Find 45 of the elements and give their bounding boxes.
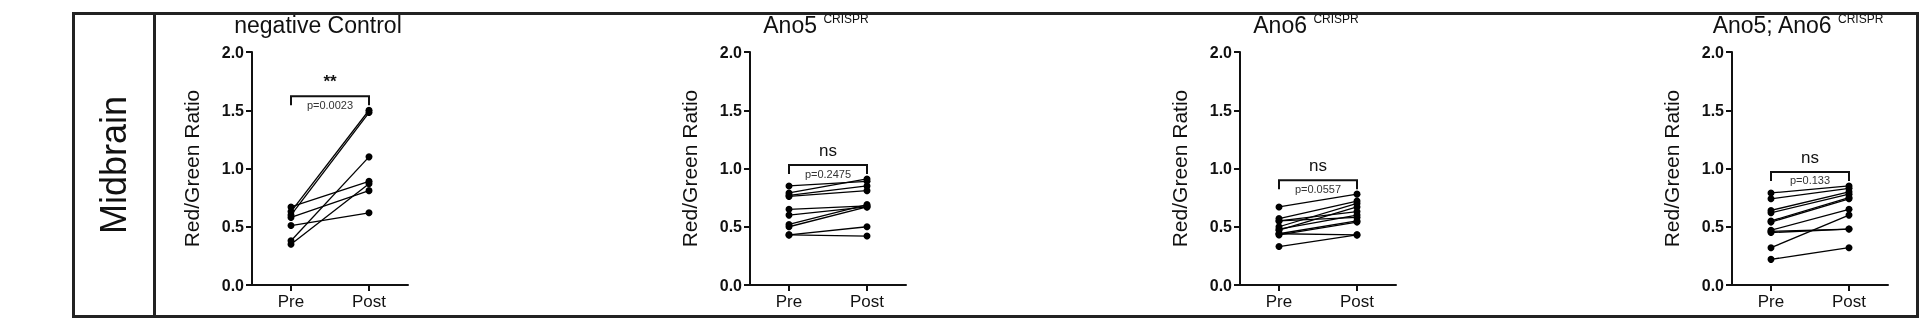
annotation: p=0.0557 [1294, 182, 1342, 195]
x-tick-label: Post [1831, 292, 1867, 311]
annotation: p=0.133 [1789, 174, 1831, 187]
annotation: p=0.2475 [804, 167, 852, 180]
y-tick-label: 0.0 [719, 276, 743, 294]
y-axis-title: Red/Green Ratio [678, 89, 701, 248]
x-tick-label: Pre [775, 292, 803, 311]
y-tick-label: 1.5 [1701, 101, 1725, 119]
y-tick-label: 0.0 [221, 276, 245, 294]
y-tick-label: 0.5 [719, 218, 743, 236]
annotation: ns [1309, 156, 1327, 176]
y-tick-label: 1.0 [1209, 160, 1233, 177]
y-tick-label: 0.5 [1701, 218, 1725, 236]
y-tick-label: 1.0 [1701, 160, 1725, 177]
y-tick-label: 1.0 [719, 160, 743, 177]
y-tick-label: 0.0 [1701, 276, 1725, 294]
annotation: ns [1801, 147, 1819, 167]
y-tick-label: 0.5 [221, 218, 245, 236]
annotation: ** [323, 72, 337, 92]
x-tick-label: Pre [1265, 292, 1293, 311]
y-tick-label: 1.5 [719, 101, 743, 119]
annotation: ns [819, 141, 837, 161]
x-tick-label: Post [351, 292, 387, 311]
y-tick-label: 2.0 [719, 43, 743, 61]
y-tick-label: 1.5 [1209, 101, 1233, 119]
chart-title: Ano5 $^{CRISPR}$ [763, 12, 869, 39]
y-tick-label: 1.5 [221, 101, 245, 119]
y-tick-label: 0.5 [1209, 218, 1233, 236]
x-tick-label: Post [849, 292, 885, 311]
y-tick-label: 2.0 [1209, 43, 1233, 61]
y-tick-label: 2.0 [221, 43, 245, 61]
x-tick-label: Pre [277, 292, 305, 311]
chart-title: Ano5; Ano6 $^{CRISPR}$ [1712, 12, 1884, 39]
y-tick-label: 1.0 [221, 160, 245, 177]
chart-title: Ano6 $^{CRISPR}$ [1253, 12, 1359, 39]
chart-title: negative Control [234, 12, 402, 39]
y-tick-label: 0.0 [1209, 276, 1233, 294]
y-tick-label: 2.0 [1701, 43, 1725, 61]
annotation: p=0.0023 [306, 98, 354, 111]
y-axis-title: Red/Green Ratio [180, 89, 203, 248]
y-axis-title: Red/Green Ratio [1660, 89, 1683, 248]
text: Midbrain [93, 95, 135, 235]
x-tick-label: Pre [1757, 292, 1785, 311]
x-tick-label: Post [1339, 292, 1375, 311]
y-axis-title: Red/Green Ratio [1168, 89, 1191, 248]
